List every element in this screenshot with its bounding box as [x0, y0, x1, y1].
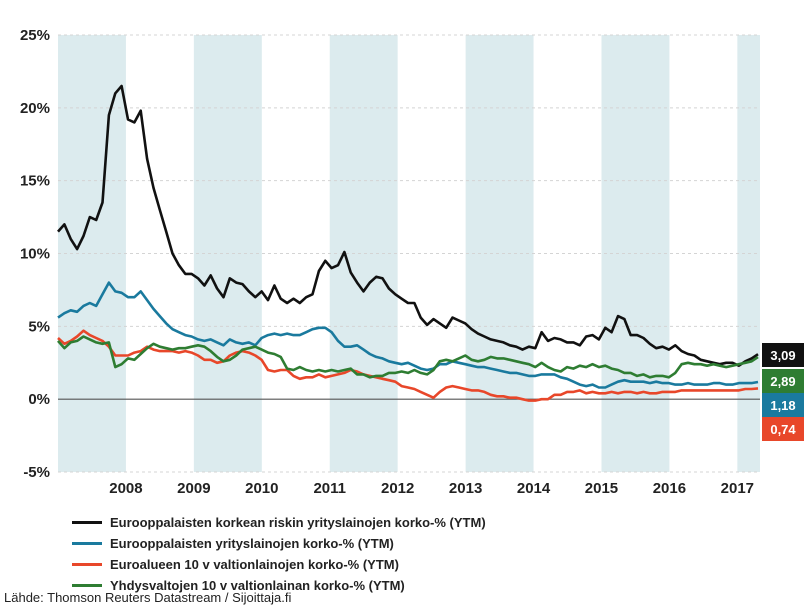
x-tick-label: 2009 [177, 480, 210, 497]
legend-label: Euroalueen 10 v valtionlainojen korko-% … [110, 557, 399, 572]
end-label-box [762, 393, 804, 417]
shaded-band [465, 35, 534, 472]
y-tick-label: 20% [20, 100, 50, 117]
legend-label: Eurooppalaisten korkean riskin yrityslai… [110, 515, 486, 530]
legend: Eurooppalaisten korkean riskin yrityslai… [72, 512, 486, 596]
x-tick-label: 2017 [721, 480, 754, 497]
x-tick-label: 2011 [313, 480, 346, 497]
y-tick-label: 25% [20, 27, 50, 44]
legend-item: Euroalueen 10 v valtionlainojen korko-% … [72, 554, 486, 575]
end-value-labels: 3,09 1,18 0,74 2,89 [762, 343, 804, 441]
x-tick-label: 2012 [381, 480, 414, 497]
x-tick-label: 2008 [109, 480, 142, 497]
series-lines [57, 84, 759, 402]
end-label-value: 0,74 [770, 422, 796, 437]
shaded-band [329, 35, 398, 472]
x-tick-label: 2015 [585, 480, 618, 497]
end-label-value: 2,89 [770, 374, 795, 389]
y-tick-label: 10% [20, 246, 50, 263]
end-label-box [762, 417, 804, 441]
y-tick-label: 15% [20, 173, 50, 190]
x-tick-label: 2010 [245, 480, 278, 497]
y-tick-label: 5% [28, 318, 50, 335]
legend-label: Yhdysvaltojen 10 v valtionlainan korko-%… [110, 578, 405, 593]
shaded-band [58, 35, 126, 472]
grid-lines [58, 34, 760, 473]
legend-label: Eurooppalaisten yrityslainojen korko-% (… [110, 536, 394, 551]
series-line [57, 84, 759, 368]
y-axis-ticks: 25% 20% 15% 10% 5% 0% -5% [20, 27, 50, 481]
end-label-value: 1,18 [770, 398, 795, 413]
end-label-box [762, 343, 804, 367]
legend-swatch [72, 563, 102, 566]
x-tick-label: 2013 [449, 480, 482, 497]
end-label-value: 3,09 [770, 348, 795, 363]
legend-item: Yhdysvaltojen 10 v valtionlainan korko-%… [72, 575, 486, 596]
series-line [57, 335, 759, 379]
y-tick-label: -5% [23, 464, 50, 481]
legend-swatch [72, 584, 102, 587]
legend-item: Eurooppalaisten yrityslainojen korko-% (… [72, 533, 486, 554]
series-line [57, 329, 759, 402]
chart-area: 25% 20% 15% 10% 5% 0% -5% 2008 2009 2010 2011 2012… [20, 27, 804, 497]
end-label-box [762, 369, 804, 393]
series-line [57, 281, 759, 389]
source-note: Lähde: Thomson Reuters Datastream / Sijo… [4, 590, 292, 605]
legend-item: Eurooppalaisten korkean riskin yrityslai… [72, 512, 486, 533]
x-tick-label: 2016 [653, 480, 686, 497]
y-tick-label: 0% [28, 391, 50, 408]
legend-swatch [72, 521, 102, 524]
x-axis-ticks: 2008 2009 2010 2011 2012 2013 2014 2015 2016 2017 [109, 480, 754, 497]
legend-swatch [72, 542, 102, 545]
x-tick-label: 2014 [517, 480, 551, 497]
